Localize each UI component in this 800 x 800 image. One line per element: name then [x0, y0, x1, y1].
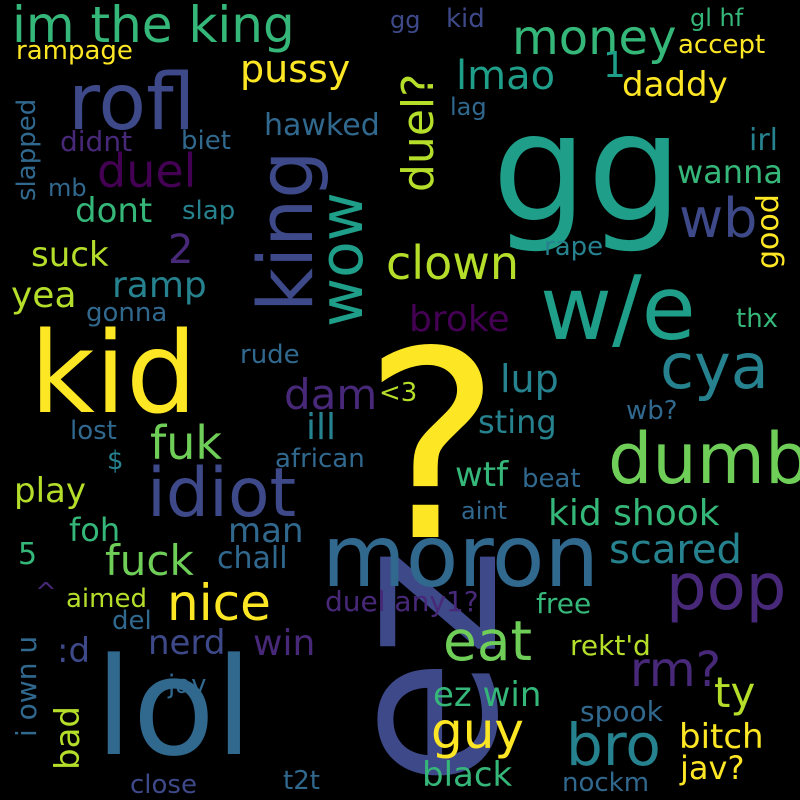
- word-fuck: fuck: [105, 536, 194, 585]
- word-mb: mb: [48, 174, 87, 202]
- word-man: man: [228, 511, 304, 551]
- word-gg-small: gg: [390, 6, 421, 34]
- word-kid: kid: [30, 309, 198, 439]
- word-dam: dam: [284, 370, 378, 419]
- word-rampage: rampage: [16, 36, 133, 66]
- word-lag: lag: [450, 93, 487, 121]
- word-idiot: idiot: [147, 454, 297, 533]
- word-nice: nice: [167, 574, 271, 632]
- word-lup: lup: [500, 357, 559, 401]
- word-win: win: [253, 623, 316, 664]
- word-clown: clown: [386, 236, 519, 290]
- word-pop: pop: [666, 551, 787, 625]
- word-jav: jav: [168, 670, 207, 700]
- word-wtf: wtf: [455, 455, 509, 495]
- word-close: close: [130, 770, 197, 800]
- word-broke: broke: [409, 299, 510, 340]
- word-5: 5: [18, 537, 38, 572]
- word-jav-question: jav?: [680, 749, 745, 787]
- word-pussy: pussy: [240, 47, 351, 91]
- word-accept: accept: [678, 30, 766, 60]
- word-caret: ^: [35, 578, 57, 608]
- word-ty: ty: [714, 668, 756, 717]
- word-irl: irl: [749, 123, 779, 158]
- word-scared: scared: [609, 527, 742, 573]
- word-duel-any1: duel any1?: [325, 585, 479, 618]
- word-nockm: nockm: [562, 768, 650, 798]
- word-free: free: [536, 587, 592, 620]
- word-im-the-king: im the king: [12, 0, 295, 54]
- word-black: black: [422, 755, 513, 795]
- word-suck: suck: [31, 235, 109, 275]
- word-dont: dont: [75, 191, 153, 231]
- word-ramp: ramp: [112, 265, 207, 306]
- word-lol: lol: [95, 629, 253, 786]
- word-t2t: t2t: [283, 766, 320, 796]
- word-ez-win: ez win: [433, 675, 542, 715]
- word-chall: chall: [217, 541, 288, 576]
- word-rekt-d: rekt'd: [570, 629, 651, 662]
- word-duel-question: duel?: [393, 73, 444, 192]
- word-moron: moron: [322, 507, 599, 607]
- word-del: del: [112, 606, 152, 636]
- word-guy: guy: [431, 702, 525, 760]
- word-lmao: lmao: [456, 53, 556, 99]
- word-slap: slap: [182, 196, 236, 226]
- word-thx: thx: [736, 304, 779, 334]
- word-ill: ill: [306, 407, 337, 448]
- word-colon-d: :d: [57, 631, 91, 671]
- word-dumb: dumb: [608, 418, 800, 500]
- word-kid-small: kid: [446, 4, 485, 34]
- word-dollar: $: [107, 446, 124, 476]
- word-play: play: [14, 471, 86, 511]
- word-money: money: [512, 10, 677, 66]
- word-fuk: fuk: [150, 416, 222, 470]
- word-heart: <3: [379, 378, 418, 408]
- word-rape: rape: [544, 232, 604, 262]
- word-rude: rude: [240, 340, 300, 370]
- word-aint: aint: [461, 497, 507, 525]
- word-kid-shook: kid shook: [548, 493, 720, 534]
- word-question-mark: ?: [363, 297, 501, 599]
- word-bro: bro: [566, 711, 661, 779]
- word-2: 2: [168, 227, 194, 273]
- word-gg: gg: [492, 82, 683, 256]
- word-african: african: [275, 444, 365, 474]
- word-rofl: rofl: [68, 58, 196, 148]
- word-eat: eat: [443, 609, 533, 673]
- word-rm-question: rm?: [630, 642, 722, 698]
- word-gl-hf: gl hf: [690, 4, 744, 32]
- word-biet: biet: [181, 126, 231, 156]
- word-nerd: nerd: [148, 623, 226, 663]
- word-wb-question: wb?: [626, 396, 678, 426]
- word-1: 1: [603, 45, 626, 86]
- word-slapped: slapped: [12, 98, 42, 201]
- word-aimed: aimed: [66, 584, 147, 614]
- word-spook: spook: [580, 695, 663, 728]
- word-bad: bad: [48, 706, 88, 770]
- word-yea: yea: [11, 275, 77, 316]
- word-lost: lost: [70, 416, 117, 446]
- word-foh: foh: [69, 511, 121, 549]
- word-w-e: w/e: [540, 257, 696, 360]
- word-cya: cya: [660, 330, 769, 403]
- word-good: good: [751, 194, 786, 269]
- word-wb: wb: [679, 187, 758, 250]
- word-wow: wow: [307, 192, 377, 327]
- word-didnt: didnt: [60, 125, 133, 158]
- word-beat: beat: [522, 464, 581, 494]
- word-daddy: daddy: [622, 65, 728, 105]
- word-wanna: wanna: [677, 153, 783, 191]
- word-sting: sting: [478, 403, 557, 441]
- word-hawked: hawked: [264, 108, 380, 143]
- word-gonna: gonna: [86, 298, 168, 328]
- word-i-own-u: i own u: [10, 635, 43, 737]
- word-bitch: bitch: [679, 717, 764, 757]
- word-duel: duel: [97, 144, 197, 198]
